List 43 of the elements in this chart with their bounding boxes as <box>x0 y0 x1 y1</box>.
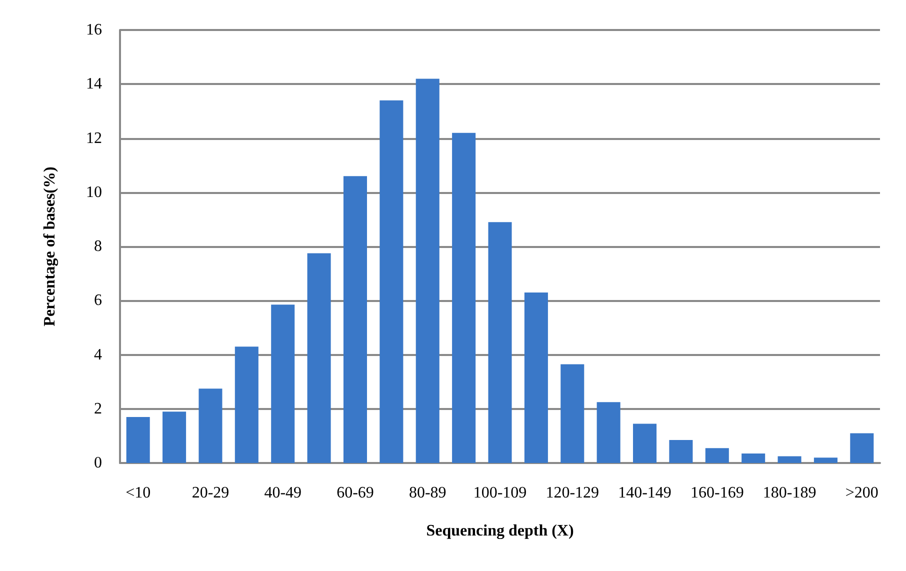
y-tick-label: 12 <box>86 130 102 147</box>
bar <box>633 424 657 463</box>
bar <box>778 456 802 463</box>
bar <box>742 454 766 463</box>
x-tick-label: 120-129 <box>546 484 600 502</box>
x-tick-label: 80-89 <box>408 484 446 502</box>
x-tick-label: 160-169 <box>690 484 744 502</box>
bar <box>271 304 295 463</box>
y-tick-label: 4 <box>94 346 102 364</box>
bar <box>380 100 404 463</box>
bar <box>850 433 874 463</box>
x-tick-label: 60-69 <box>336 484 374 502</box>
x-tick-label: 20-29 <box>192 484 230 502</box>
y-tick-label: 0 <box>94 454 102 472</box>
x-tick-label: 100-109 <box>473 484 527 502</box>
bar <box>234 346 258 463</box>
x-tick-label: 180-189 <box>762 484 816 502</box>
bar <box>162 412 186 463</box>
x-tick-label: <10 <box>126 484 151 502</box>
y-tick-label: 8 <box>94 238 102 255</box>
bar <box>524 292 548 463</box>
bar <box>198 388 222 463</box>
y-tick-label: 14 <box>86 76 102 93</box>
bar <box>560 364 584 463</box>
bar <box>343 176 367 463</box>
y-tick-label: 10 <box>86 184 102 201</box>
bar <box>126 416 150 463</box>
x-axis-title: Sequencing depth (X) <box>426 522 574 540</box>
x-tick-label: 40-49 <box>264 484 302 502</box>
bar <box>488 222 512 463</box>
bar <box>705 448 729 463</box>
y-tick-label: 2 <box>94 400 102 418</box>
bar <box>814 458 838 463</box>
bar <box>452 132 476 463</box>
bar <box>669 440 693 463</box>
x-tick-label: >200 <box>845 484 878 502</box>
x-tick-label: 140-149 <box>618 484 672 502</box>
bar <box>416 78 440 463</box>
y-axis-title: Percentage of bases(%) <box>42 166 58 326</box>
y-tick-label: 16 <box>86 22 102 38</box>
bar <box>307 253 331 463</box>
y-tick-label: 6 <box>94 292 102 310</box>
bar <box>596 402 620 463</box>
